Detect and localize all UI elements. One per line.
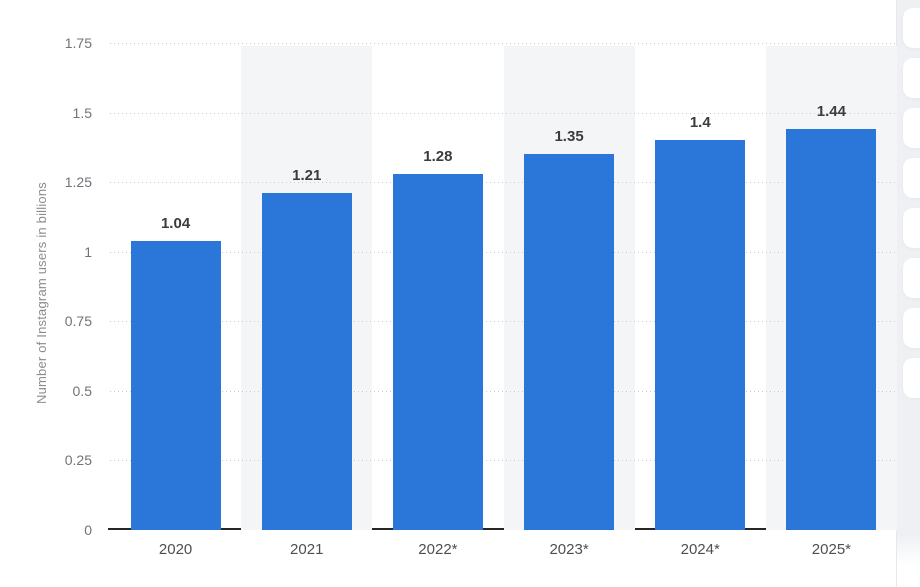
bar[interactable]: [524, 154, 615, 530]
side-card[interactable]: [903, 208, 920, 248]
y-tick-label: 1.5: [72, 104, 92, 121]
bar[interactable]: [261, 193, 352, 530]
side-card[interactable]: [903, 358, 920, 398]
y-tick-label: 0.25: [64, 452, 92, 469]
x-axis-label: 2020: [158, 541, 193, 558]
gridline: [110, 112, 897, 114]
bar-value-label: 1.04: [160, 214, 191, 232]
y-tick-label: 0.75: [64, 313, 92, 330]
right-edge-panel: [896, 0, 920, 587]
side-card[interactable]: [903, 158, 920, 198]
x-axis-label: 2024*: [680, 541, 720, 558]
gridline: [110, 390, 897, 392]
bar[interactable]: [786, 129, 877, 530]
bar-value-label: 1.44: [816, 103, 846, 121]
bar-value-label: 1.4: [689, 114, 711, 132]
x-axis-label: 2021: [290, 541, 324, 558]
y-tick-label: 0.5: [72, 382, 92, 399]
bar-value-label: 1.21: [292, 167, 322, 185]
bar[interactable]: [655, 140, 746, 530]
x-axis-label: 2023*: [549, 541, 589, 558]
y-tick-label: 0: [84, 522, 92, 538]
gridline: [110, 43, 897, 44]
y-tick-label: 1: [84, 243, 92, 260]
y-tick-label: 1.25: [64, 174, 92, 191]
bar-value-label: 1.35: [554, 128, 584, 146]
gridline: [110, 251, 897, 253]
side-card[interactable]: [903, 8, 920, 48]
gridline: [110, 460, 897, 462]
bar[interactable]: [392, 173, 483, 530]
side-card[interactable]: [903, 258, 920, 298]
bar[interactable]: [130, 240, 221, 530]
gridline: [110, 321, 897, 323]
side-card[interactable]: [903, 308, 920, 348]
x-axis-label: 2025*: [811, 541, 852, 558]
x-axis-label: 2022*: [418, 541, 458, 558]
y-tick-label: 1.75: [64, 35, 92, 51]
gridline: [110, 182, 897, 184]
side-card[interactable]: [903, 108, 920, 148]
side-card[interactable]: [903, 58, 920, 98]
bar-value-label: 1.28: [423, 147, 453, 165]
